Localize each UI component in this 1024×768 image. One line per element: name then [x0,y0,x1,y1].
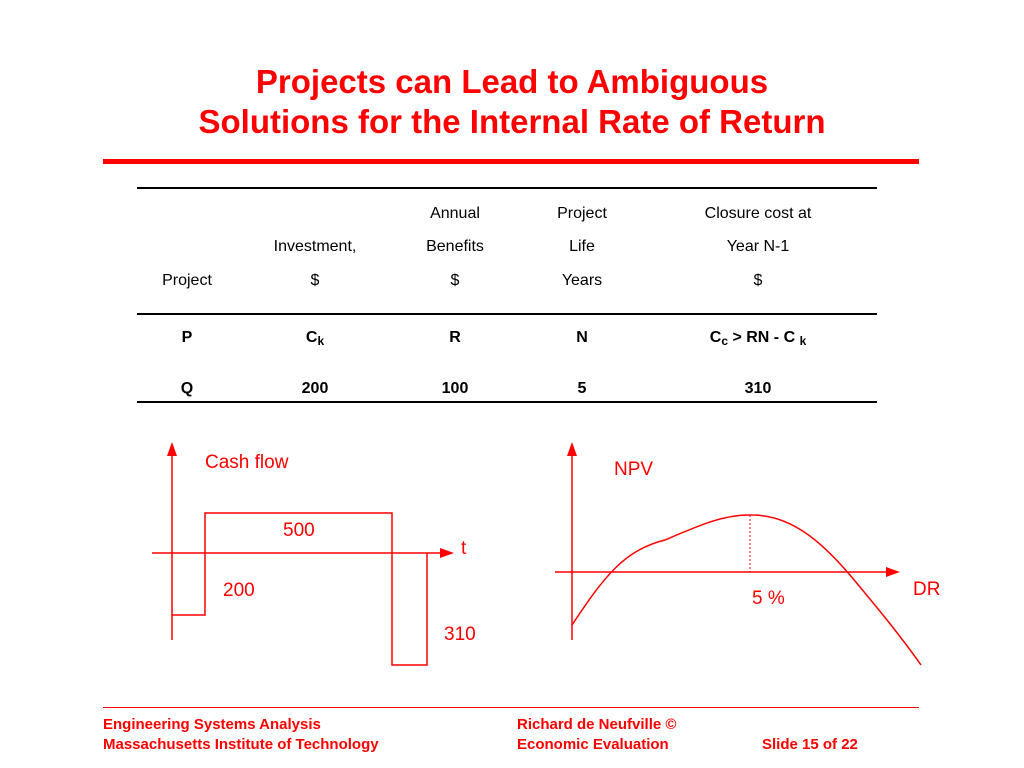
cash-flow-closure-value: 310 [444,624,476,645]
table-top-rule [137,187,877,189]
cash-flow-diagram [152,442,454,666]
slide-title: Projects can Lead to Ambiguous Solutions… [0,62,1024,142]
footer-section: Economic Evaluation [517,736,669,753]
title-divider [103,159,919,164]
table-header-rule [137,313,877,315]
cash-flow-y-arrow [167,442,177,456]
npv-x-arrow [886,567,900,577]
npv-label: NPV [614,459,654,480]
footer-course: Engineering Systems Analysis [103,716,321,733]
slide-title-line1: Projects can Lead to Ambiguous [255,63,769,100]
footer-institution: Massachusetts Institute of Technology [103,736,379,753]
row-q-investment: 200 [301,380,329,397]
footer-slide-number: Slide 15 of 22 [762,736,858,753]
row-q-benefits: 100 [441,380,469,397]
header-life-0: Project [557,205,607,222]
header-benefits-1: Benefits [426,238,484,255]
row-q-project: Q [180,380,194,397]
footer-author: Richard de Neufville © [517,716,677,733]
header-life-1: Life [569,238,595,255]
npv-peak-label: 5 % [752,588,785,609]
npv-y-arrow [567,442,577,456]
cash-flow-profile [172,512,428,666]
table-bottom-rule [137,401,877,403]
slide-title-line2: Solutions for the Internal Rate of Retur… [198,103,826,140]
row-p-project: P [181,329,193,346]
npv-diagram [555,442,922,666]
npv-curve [571,514,922,666]
row-q-closure: 310 [744,380,772,397]
row-p-closure: Cc > RN - C k [709,329,807,348]
row-q-life: 5 [577,380,587,397]
footer-divider [103,707,919,708]
header-closure-2: $ [753,272,763,289]
row-p-investment: Ck [305,329,325,348]
cash-flow-benefit-value: 500 [283,520,315,541]
npv-dr-label: DR [913,579,941,600]
header-closure-0: Closure cost at [704,205,812,222]
cash-flow-x-arrow [440,548,454,558]
header-benefits-0: Annual [430,205,480,222]
row-p-life: N [576,329,588,346]
cash-flow-t-label: t [461,538,467,559]
row-p-benefits: R [449,329,461,346]
header-investment-1: Investment, [273,238,357,255]
cash-flow-label: Cash flow [205,452,289,473]
cash-flow-initial-value: 200 [223,580,255,601]
header-investment-2: $ [310,272,320,289]
header-life-2: Years [561,272,603,289]
header-project: Project [162,272,212,289]
header-benefits-2: $ [450,272,460,289]
header-closure-1: Year N-1 [726,238,790,255]
